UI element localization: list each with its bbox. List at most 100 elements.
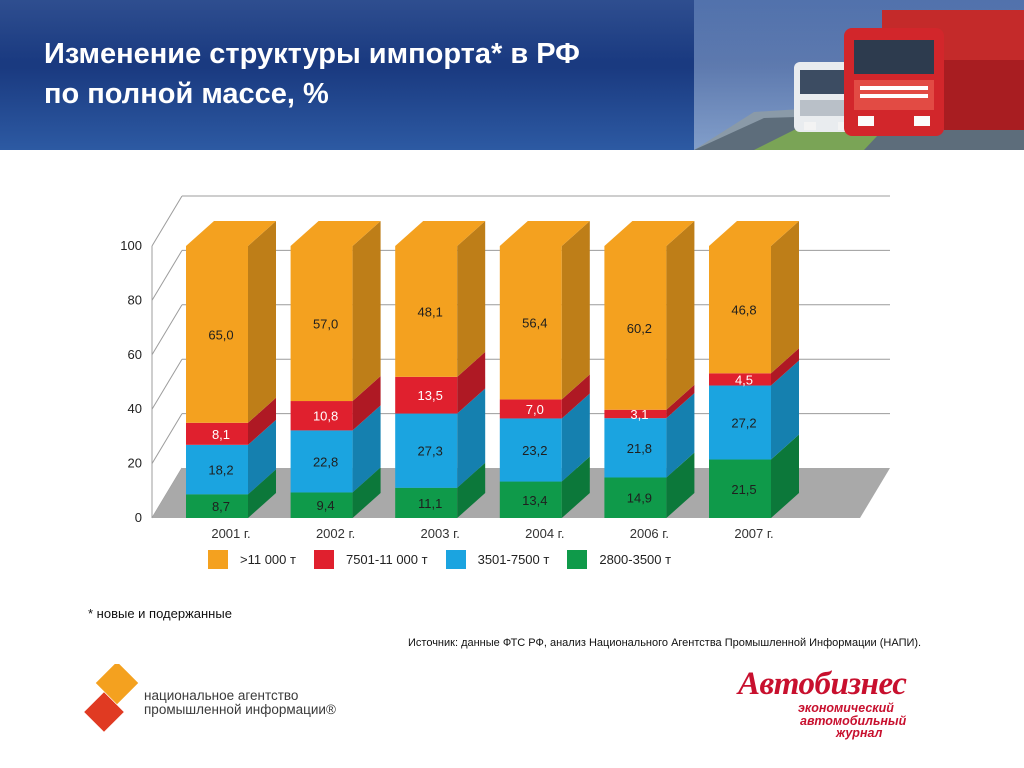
bar-segment-depth — [666, 452, 695, 518]
bar-segment-depth — [248, 397, 276, 445]
x-tick-label: 2006 г. — [630, 526, 669, 541]
bar-top — [604, 221, 695, 246]
bar-segment-depth — [248, 469, 276, 518]
bar-segment — [604, 477, 667, 518]
data-label: 27,3 — [418, 444, 443, 459]
gridline-side — [151, 250, 183, 301]
data-label: 56,4 — [522, 316, 547, 331]
data-label: 18,2 — [208, 463, 233, 478]
data-label: 23,2 — [522, 443, 547, 458]
data-label: 8,1 — [212, 427, 230, 442]
bar-segment — [604, 409, 667, 419]
data-label: 46,8 — [731, 303, 756, 318]
data-label: 22,8 — [313, 454, 338, 469]
page-title: Изменение структуры импорта* в РФ по пол… — [44, 34, 580, 114]
data-label: 21,5 — [731, 482, 756, 497]
legend-label: 7501-11 000 т — [345, 551, 428, 567]
y-tick-label: 0 — [135, 510, 142, 525]
data-label: 11,1 — [418, 496, 442, 511]
y-tick-label: 80 — [128, 292, 142, 307]
data-label: 27,2 — [731, 416, 756, 431]
bar-segment — [186, 246, 248, 423]
bar-segment-depth — [352, 376, 381, 431]
gridline-side — [151, 304, 183, 356]
bar-segment-depth — [666, 221, 695, 410]
bar-segment-depth — [352, 221, 381, 402]
bar-segment-depth — [666, 384, 695, 419]
bar-segment — [395, 487, 458, 518]
avtobiznes-tagline: экономический автомобильный журнал — [798, 702, 906, 740]
bar-segment — [709, 246, 771, 374]
bar-segment — [709, 459, 771, 518]
bar-segment-depth — [771, 360, 799, 460]
title-line-1: Изменение структуры импорта* в РФ — [44, 38, 580, 70]
data-label: 3,1 — [630, 407, 648, 422]
bar-segment — [604, 246, 667, 410]
napi-logo: национальное агентство промышленной инфо… — [82, 661, 362, 744]
bar-segment — [186, 494, 248, 518]
header-banner: Изменение структуры импорта* в РФ по пол… — [0, 0, 1024, 150]
bar-segment-depth — [561, 374, 590, 419]
bar-segment-depth — [352, 405, 381, 493]
data-label: 13,5 — [418, 388, 443, 403]
title-line-2: по полной массе, % — [44, 78, 329, 110]
bar-segment-depth — [457, 388, 486, 488]
data-label: 4,5 — [735, 372, 753, 387]
bar-segment-depth — [771, 221, 799, 374]
bar-segment — [499, 418, 562, 482]
bar-segment-depth — [561, 221, 590, 400]
avtobiznes-logo: Автобизнес экономический автомобильный ж… — [736, 666, 966, 746]
bar-segment-depth — [561, 393, 590, 482]
bar-segment — [499, 246, 562, 400]
bar-segment-depth — [248, 221, 276, 423]
bar-segment — [186, 422, 248, 445]
bar-segment — [499, 481, 562, 518]
bar-segment — [604, 418, 667, 478]
legend-item: >11 000 т — [208, 549, 296, 569]
bar-segment — [709, 373, 771, 386]
chart-legend: >11 000 т 7501-11 000 т 3501-7500 т 2800-35… — [208, 548, 689, 570]
x-tick-label: 2002 г. — [316, 526, 355, 541]
legend-swatch — [567, 549, 588, 569]
bar-segment — [499, 399, 562, 419]
legend-label: 2800-3500 т — [599, 551, 672, 567]
avtobiznes-brand: Автобизнес — [738, 666, 907, 702]
gridline-side — [151, 413, 183, 464]
legend-item: 2800-3500 т — [567, 549, 672, 569]
data-label: 14,9 — [627, 491, 652, 506]
bar-segment-depth — [771, 434, 799, 518]
trucks-illustration — [694, 0, 1024, 150]
avtobiznes-tagline-3: журнал — [836, 726, 883, 740]
bar-segment — [395, 246, 458, 377]
source-note: Источник: данные ФТС РФ, анализ Национал… — [408, 637, 922, 649]
legend-swatch — [313, 549, 334, 569]
y-tick-label: 20 — [128, 456, 142, 471]
data-label: 57,0 — [313, 317, 338, 332]
bar-segment — [395, 376, 458, 414]
red-truck — [844, 10, 1024, 136]
bar-top — [709, 221, 799, 246]
bar-segment — [709, 385, 771, 460]
data-label: 13,4 — [522, 493, 547, 508]
gridline-side — [151, 358, 183, 410]
legend-item: 7501-11 000 т — [313, 549, 428, 569]
bar-segment — [290, 492, 353, 518]
bar-segment — [290, 246, 353, 402]
bar-segment-depth — [561, 456, 590, 518]
legend-swatch — [208, 549, 228, 569]
x-tick-label: 2007 г. — [734, 526, 773, 541]
data-label: 8,7 — [212, 499, 230, 514]
data-label: 21,8 — [627, 441, 652, 456]
bar-segment — [395, 413, 458, 488]
legend-label: 3501-7500 т — [477, 551, 550, 567]
napi-line-1: национальное агентство — [144, 688, 299, 703]
bar-top — [499, 221, 590, 246]
avtobiznes-tagline-2: автомобильный — [800, 713, 907, 728]
data-label: 60,2 — [627, 321, 652, 336]
napi-diamonds-icon — [84, 661, 139, 732]
data-label: 7,0 — [526, 402, 544, 417]
bar-top — [395, 221, 486, 246]
data-label: 9,4 — [317, 498, 335, 513]
x-tick-label: 2004 г. — [525, 526, 564, 541]
